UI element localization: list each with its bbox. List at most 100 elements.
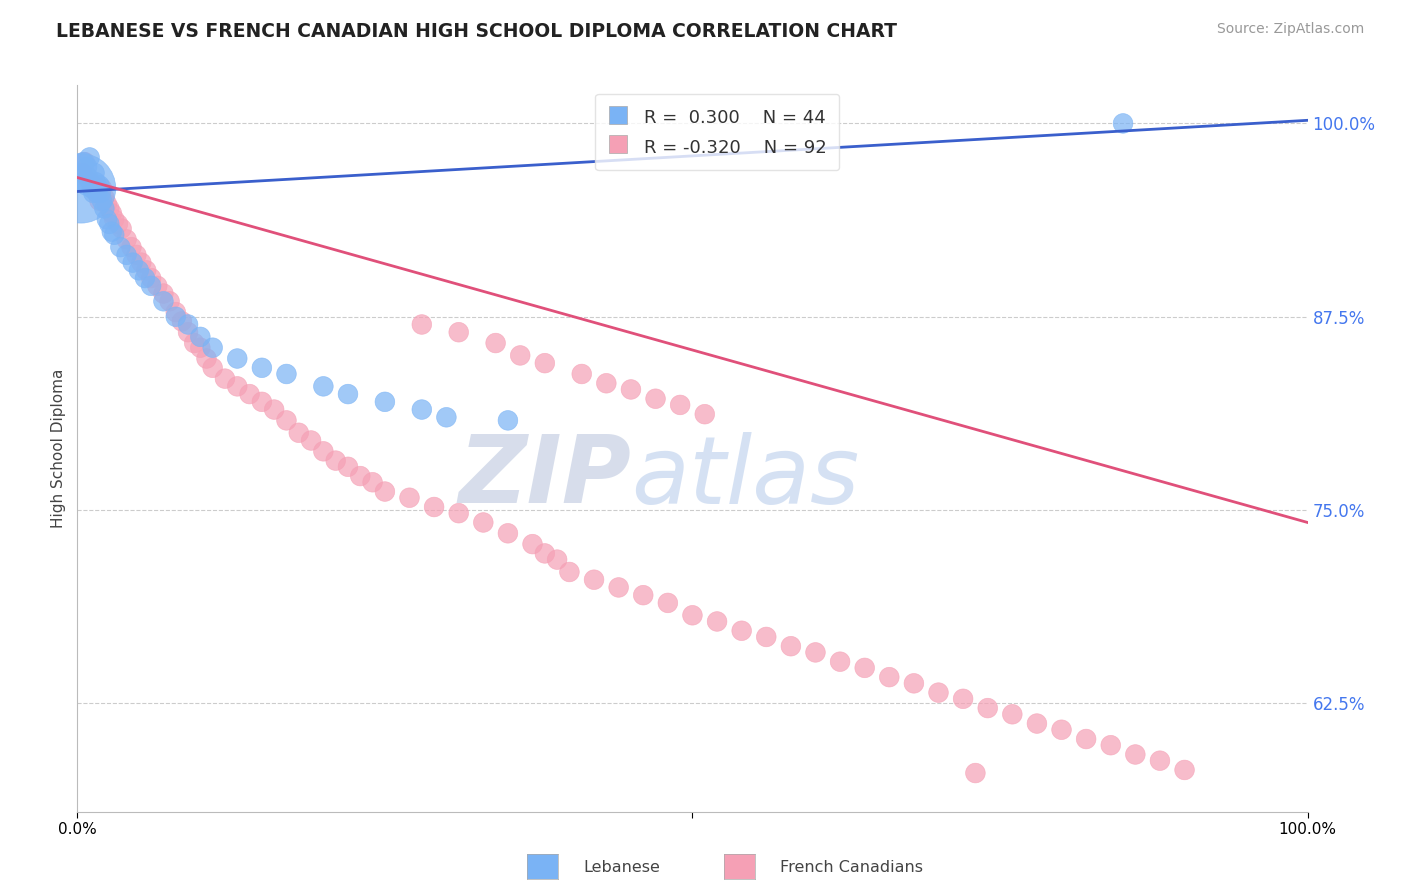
- Point: [170, 314, 193, 328]
- Point: [830, 655, 852, 669]
- Point: [546, 552, 568, 566]
- Text: LEBANESE VS FRENCH CANADIAN HIGH SCHOOL DIPLOMA CORRELATION CHART: LEBANESE VS FRENCH CANADIAN HIGH SCHOOL …: [56, 22, 897, 41]
- Point: [72, 155, 94, 169]
- Point: [121, 240, 143, 254]
- Point: [633, 588, 655, 602]
- Point: [70, 166, 93, 180]
- Point: [607, 581, 630, 595]
- Point: [755, 630, 778, 644]
- Point: [96, 197, 118, 211]
- Point: [80, 175, 103, 189]
- Point: [128, 263, 150, 277]
- Point: [657, 596, 679, 610]
- Point: [226, 351, 249, 366]
- Point: [1050, 723, 1073, 737]
- Point: [411, 318, 433, 332]
- Point: [276, 413, 298, 427]
- Point: [485, 336, 508, 351]
- Point: [1174, 763, 1197, 777]
- Point: [226, 379, 249, 393]
- Point: [115, 232, 138, 246]
- Point: [423, 500, 446, 514]
- Point: [75, 178, 97, 193]
- Point: [98, 202, 121, 216]
- Point: [250, 360, 273, 375]
- Point: [90, 186, 112, 200]
- Point: [152, 286, 174, 301]
- Point: [349, 469, 371, 483]
- Point: [135, 263, 157, 277]
- Point: [472, 516, 495, 530]
- Point: [159, 294, 181, 309]
- Point: [165, 310, 187, 324]
- Point: [96, 212, 118, 227]
- Text: French Canadians: French Canadians: [780, 860, 924, 874]
- Point: [1149, 754, 1171, 768]
- Point: [337, 387, 360, 401]
- Point: [141, 271, 163, 285]
- Point: [201, 360, 224, 375]
- Text: ZIP: ZIP: [458, 432, 631, 524]
- Point: [398, 491, 420, 505]
- Point: [250, 394, 273, 409]
- Point: [141, 278, 163, 293]
- Point: [682, 608, 704, 623]
- Point: [436, 410, 458, 425]
- Point: [90, 181, 114, 195]
- Point: [522, 537, 544, 551]
- Point: [98, 217, 121, 231]
- Point: [312, 444, 335, 458]
- Point: [76, 170, 98, 185]
- Point: [101, 225, 124, 239]
- Legend: R =  0.300    N = 44, R = -0.320    N = 92: R = 0.300 N = 44, R = -0.320 N = 92: [595, 94, 839, 170]
- Point: [87, 181, 110, 195]
- Point: [70, 175, 93, 189]
- Point: [77, 170, 100, 185]
- Text: atlas: atlas: [631, 432, 859, 523]
- Point: [93, 191, 115, 205]
- Text: Source: ZipAtlas.com: Source: ZipAtlas.com: [1216, 22, 1364, 37]
- Point: [70, 181, 93, 195]
- Point: [90, 194, 114, 208]
- Point: [374, 394, 396, 409]
- Point: [1099, 738, 1122, 752]
- Point: [89, 194, 111, 208]
- Point: [325, 453, 347, 467]
- Point: [496, 526, 519, 541]
- Point: [129, 255, 153, 269]
- Point: [595, 376, 617, 391]
- Point: [288, 425, 311, 440]
- Point: [780, 639, 803, 653]
- Point: [644, 392, 666, 406]
- Y-axis label: High School Diploma: High School Diploma: [51, 368, 66, 528]
- Point: [583, 573, 606, 587]
- Point: [89, 178, 111, 193]
- Point: [669, 398, 692, 412]
- Point: [411, 402, 433, 417]
- Point: [706, 615, 728, 629]
- Point: [337, 459, 360, 474]
- Point: [152, 294, 174, 309]
- Point: [86, 186, 108, 200]
- Point: [374, 484, 396, 499]
- Point: [965, 766, 987, 780]
- Point: [195, 351, 218, 366]
- Point: [693, 407, 716, 421]
- Point: [534, 356, 557, 370]
- Point: [299, 434, 322, 448]
- Point: [239, 387, 262, 401]
- Point: [201, 341, 224, 355]
- Point: [853, 661, 876, 675]
- Point: [188, 341, 212, 355]
- Point: [263, 402, 285, 417]
- Point: [125, 248, 148, 262]
- Point: [93, 202, 115, 216]
- Point: [82, 181, 104, 195]
- Point: [82, 186, 104, 200]
- Point: [101, 206, 124, 220]
- Text: Lebanese: Lebanese: [583, 860, 661, 874]
- Point: [188, 330, 212, 344]
- Point: [1076, 732, 1098, 747]
- Point: [447, 506, 470, 520]
- Point: [82, 181, 104, 195]
